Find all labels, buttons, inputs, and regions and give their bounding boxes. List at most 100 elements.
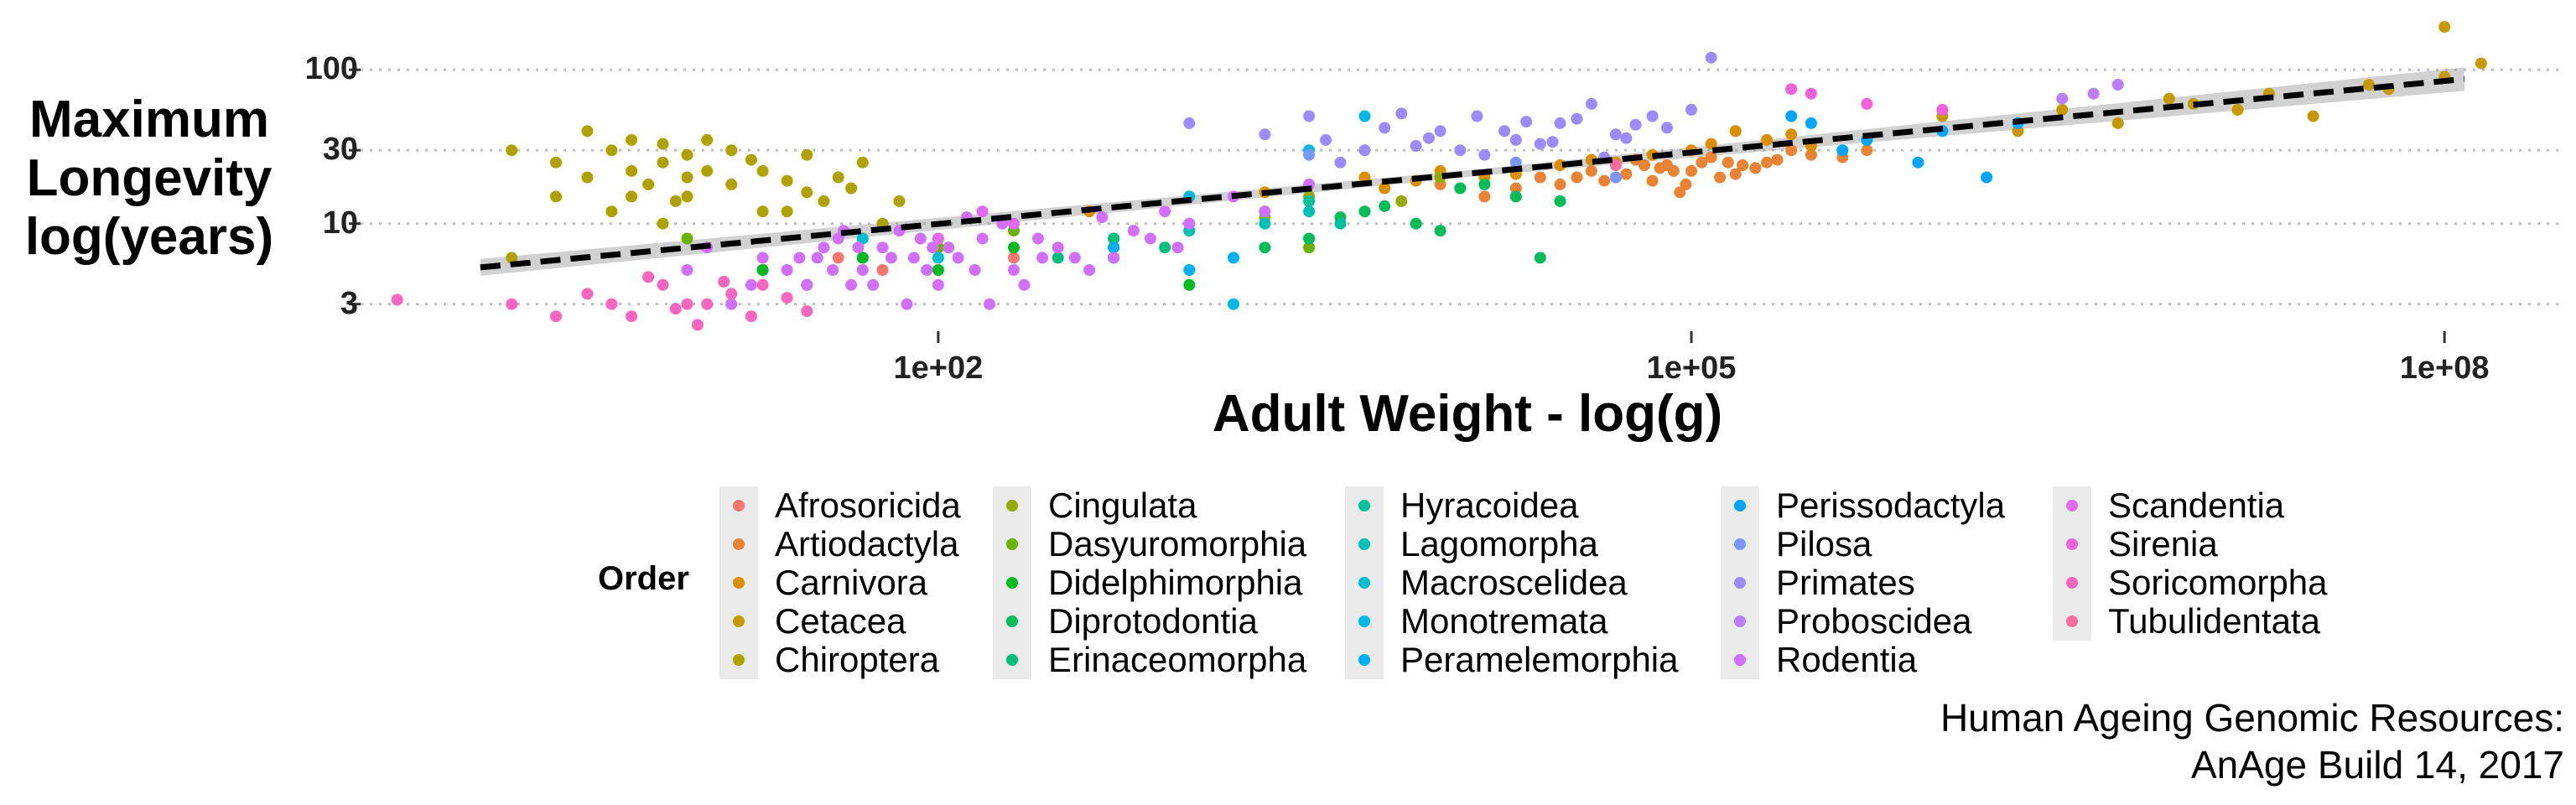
point-rodentia (976, 232, 989, 245)
point-pilosa (1609, 171, 1622, 184)
point-soricomorpha (391, 293, 403, 306)
point-lagomorpha (1259, 217, 1271, 230)
legend-key (993, 641, 1031, 679)
legend-label: Afrosoricida (775, 486, 961, 525)
gridlines (349, 68, 2564, 343)
point-chiroptera (856, 156, 869, 169)
point-carnivora (1761, 133, 1774, 146)
legend-label: Dasyuromorphia (1048, 524, 1307, 564)
point-scandentia (932, 232, 944, 245)
legend-item-erinaceomorpha: Erinaceomorpha (993, 640, 1306, 679)
point-chiroptera (701, 164, 714, 177)
point-chiroptera (801, 148, 813, 161)
point-rodentia (914, 232, 927, 245)
point-rodentia (1008, 264, 1020, 276)
point-rodentia (745, 278, 757, 291)
point-chiroptera (605, 205, 618, 218)
point-rodentia (1018, 278, 1031, 291)
point-soricomorpha (756, 278, 769, 291)
point-artiodactyla (1571, 171, 1583, 184)
point-monotremata (1228, 298, 1239, 310)
point-artiodactyla (1861, 144, 1873, 157)
point-rodentia (1171, 242, 1184, 254)
y-tick-label: 100 (304, 51, 358, 87)
point-diprotodontia (1358, 205, 1371, 218)
legend-key (1721, 486, 1759, 525)
point-sirenia (1861, 97, 1873, 110)
point-didelphimorphia (856, 252, 869, 264)
y-tick-label: 10 (322, 205, 358, 241)
point-rodentia (801, 278, 813, 291)
point-soricomorpha (642, 271, 655, 283)
point-chiroptera (745, 153, 757, 166)
point-carnivora (1785, 128, 1798, 141)
legend-label: Tubulidentata (2108, 601, 2320, 641)
point-chiroptera (581, 171, 594, 184)
point-rodentia (921, 264, 933, 276)
legend-dot (1006, 615, 1018, 627)
legend-dot (1358, 538, 1370, 550)
point-afrosoricida (876, 264, 889, 276)
legend-dot (2066, 500, 2078, 512)
point-primates (1379, 122, 1391, 134)
point-primates (1646, 110, 1659, 122)
legend-dot (1734, 654, 1746, 666)
point-soricomorpha (657, 278, 669, 291)
point-chiroptera (657, 138, 669, 150)
point-soricomorpha (626, 310, 638, 323)
legend-key (993, 602, 1031, 641)
legend-item-tubulidentata: Tubulidentata (2053, 601, 2320, 641)
caption-line-2: AnAge Build 14, 2017 (2190, 743, 2564, 787)
point-rodentia (1259, 205, 1271, 218)
point-artiodactyla (1722, 156, 1734, 169)
point-primates (1585, 97, 1597, 110)
legend-label: Scandentia (2108, 486, 2285, 525)
legend-dot (2066, 577, 2078, 589)
legend-key (1721, 564, 1759, 602)
point-tubulidentata (1609, 159, 1622, 171)
legend-dot (1734, 615, 1746, 627)
point-rodentia (1096, 211, 1109, 224)
point-primates (1629, 118, 1642, 131)
point-chiroptera (832, 171, 844, 184)
point-primates (1478, 148, 1491, 161)
legend-dot (733, 654, 745, 666)
legend-label: Rodentia (1776, 640, 1918, 679)
legend-dot (1734, 538, 1746, 550)
legend-dot (1734, 500, 1746, 512)
point-primates (1498, 125, 1511, 138)
point-perissodactyla (1785, 110, 1798, 122)
point-chiroptera (581, 125, 594, 138)
point-lagomorpha (1303, 205, 1316, 218)
point-primates (1685, 103, 1697, 116)
point-diprotodontia (1379, 200, 1391, 212)
legend-item-lagomorpha: Lagomorpha (1345, 524, 1598, 564)
legend-label: Artiodactyla (775, 524, 959, 564)
point-proboscidea (2087, 87, 2100, 100)
point-chiroptera (701, 133, 714, 146)
legend-item-cingulata: Cingulata (993, 486, 1197, 525)
point-artiodactyla (1639, 159, 1650, 171)
point-rodentia (943, 242, 955, 254)
point-primates (1546, 136, 1559, 148)
legend-label: Chiroptera (775, 640, 940, 679)
legend-item-afrosoricida: Afrosoricida (719, 486, 961, 525)
point-chiroptera (626, 133, 638, 146)
point-soricomorpha (681, 298, 693, 310)
point-primates (1554, 117, 1566, 129)
point-rodentia (1159, 205, 1171, 218)
legend-dot (2066, 615, 2078, 627)
point-chiroptera (725, 144, 738, 157)
point-soricomorpha (550, 310, 562, 323)
point-rodentia (927, 242, 939, 254)
point-soricomorpha (725, 288, 738, 300)
legend-label: Didelphimorphia (1048, 563, 1303, 602)
legend-dot (1358, 615, 1370, 627)
point-artiodactyla (1680, 178, 1692, 190)
legend-item-proboscidea: Proboscidea (1721, 601, 1971, 641)
point-artiodactyla (1705, 151, 1717, 164)
legend-label: Macroscelidea (1400, 563, 1628, 602)
trend-line-dashed (480, 75, 2465, 271)
point-artiodactyla (1509, 182, 1522, 195)
